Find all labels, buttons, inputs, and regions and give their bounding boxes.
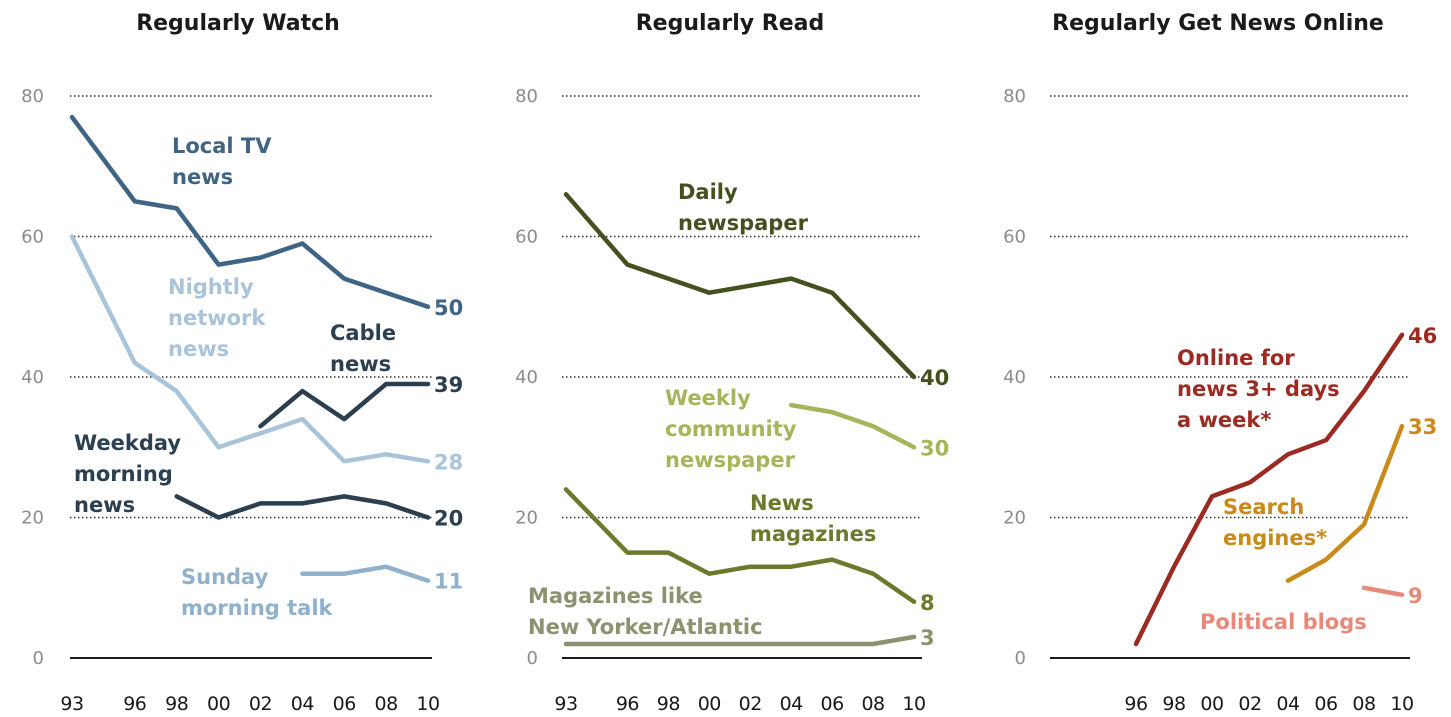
y-tick-label: 0	[33, 648, 44, 669]
end-value-label: 3	[920, 626, 935, 650]
series-line	[563, 192, 917, 380]
series-label: Political blogs	[1200, 610, 1367, 634]
y-tick-label: 40	[515, 367, 538, 388]
series-line	[1285, 423, 1405, 583]
x-tick-label: 10	[902, 693, 925, 715]
end-value-label: 39	[434, 373, 463, 397]
series-label: Daily newspaper	[678, 180, 809, 235]
x-tick-label: 96	[1124, 693, 1147, 715]
x-tick-label: 04	[291, 693, 315, 715]
series-label: Search engines*	[1223, 495, 1327, 550]
y-tick-label: 20	[21, 508, 44, 529]
series-line	[69, 114, 431, 310]
end-value-label: 40	[920, 366, 949, 390]
x-tick-label: 96	[123, 693, 146, 715]
series-label: Nightly network news	[168, 275, 266, 361]
x-tick-label: 02	[1238, 693, 1261, 715]
end-value-label: 33	[1408, 415, 1437, 439]
series-label: Cable news	[330, 321, 396, 376]
series-label: Weekly community newspaper	[665, 386, 797, 472]
panel-title: Regularly Read	[636, 11, 825, 36]
x-tick-label: 08	[1352, 693, 1375, 715]
x-tick-label: 98	[1162, 693, 1185, 715]
series-label: Online for news 3+ days a week*	[1177, 346, 1340, 432]
panel-title: Regularly Get News Online	[1052, 11, 1384, 36]
y-tick-label: 60	[1003, 227, 1026, 248]
series-line	[563, 487, 917, 605]
y-tick-label: 20	[515, 508, 538, 529]
series-line	[300, 564, 431, 583]
y-tick-label: 40	[21, 367, 44, 388]
series-line	[174, 494, 431, 520]
x-tick-label: 08	[861, 693, 884, 715]
end-value-label: 20	[434, 507, 463, 531]
series-line	[788, 402, 917, 450]
series-label: Weekday morning news	[74, 431, 181, 517]
end-value-label: 8	[920, 591, 935, 615]
y-tick-label: 80	[515, 86, 538, 107]
y-tick-label: 40	[1003, 367, 1026, 388]
y-tick-label: 80	[1003, 86, 1026, 107]
x-tick-label: 06	[1314, 693, 1337, 715]
panel-title: Regularly Watch	[136, 11, 340, 36]
x-tick-label: 06	[821, 693, 844, 715]
series-label: Magazines like New Yorker/Atlantic	[528, 584, 763, 639]
end-value-label: 50	[434, 296, 463, 320]
y-tick-label: 60	[515, 227, 538, 248]
x-tick-label: 00	[207, 693, 230, 715]
end-value-label: 28	[434, 450, 463, 474]
x-tick-label: 98	[657, 693, 680, 715]
x-tick-label: 04	[1276, 693, 1300, 715]
y-tick-label: 0	[527, 648, 538, 669]
x-tick-label: 06	[333, 693, 356, 715]
end-value-label: 30	[920, 436, 949, 460]
series-line	[69, 234, 431, 464]
x-tick-label: 04	[780, 693, 804, 715]
x-tick-label: 00	[698, 693, 721, 715]
y-tick-label: 80	[21, 86, 44, 107]
x-tick-label: 10	[416, 693, 439, 715]
series-label: News magazines	[750, 491, 876, 546]
x-tick-label: 00	[1200, 693, 1223, 715]
x-tick-label: 98	[165, 693, 188, 715]
series-line	[1133, 332, 1405, 647]
x-tick-label: 08	[375, 693, 398, 715]
panel-2: Regularly Read 0 20 40 60 80 93 96 98 00 02 04 06 08 1…	[515, 11, 949, 715]
x-tick-label: 96	[616, 693, 639, 715]
x-tick-label: 02	[249, 693, 272, 715]
x-tick-label: 93	[60, 693, 83, 715]
y-tick-label: 60	[21, 227, 44, 248]
series-line	[563, 634, 917, 647]
series-line	[1361, 585, 1405, 598]
end-value-label: 46	[1408, 324, 1437, 348]
x-tick-label: 93	[554, 693, 577, 715]
series-label: Sunday morning talk	[181, 565, 334, 620]
y-tick-label: 0	[1015, 648, 1026, 669]
x-tick-label: 10	[1390, 693, 1413, 715]
x-tick-label: 02	[739, 693, 762, 715]
series-label: Local TV news	[172, 134, 272, 189]
y-tick-label: 20	[1003, 508, 1026, 529]
end-value-label: 9	[1408, 584, 1423, 608]
panel-1: Regularly Watch 0 20 40 60 80 93 96 98 00 02 04 06 08…	[21, 11, 463, 715]
series-line	[258, 381, 431, 429]
end-value-label: 11	[434, 570, 463, 594]
